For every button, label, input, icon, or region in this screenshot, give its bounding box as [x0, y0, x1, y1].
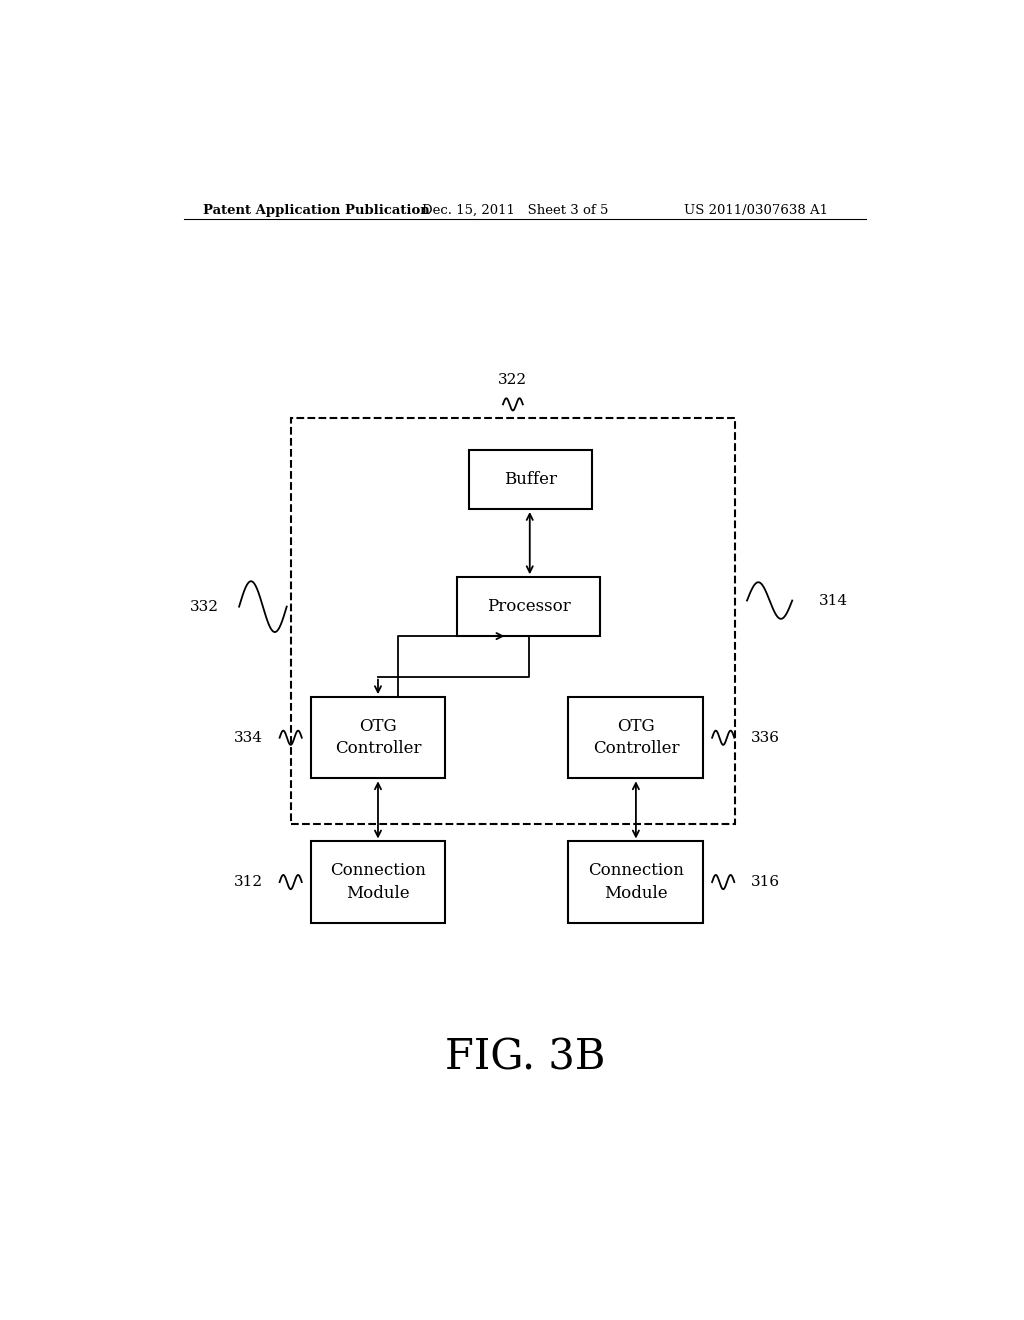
Text: 316: 316 — [751, 875, 780, 890]
Bar — [310, 841, 445, 923]
Text: 332: 332 — [190, 599, 219, 614]
Text: OTG
Controller: OTG Controller — [335, 718, 421, 758]
Text: FIG. 3B: FIG. 3B — [444, 1038, 605, 1078]
Text: Connection
Module: Connection Module — [588, 862, 684, 902]
Text: Connection
Module: Connection Module — [330, 862, 426, 902]
Text: 334: 334 — [233, 731, 263, 744]
Text: 312: 312 — [233, 875, 263, 890]
Text: Buffer: Buffer — [504, 471, 557, 488]
Text: US 2011/0307638 A1: US 2011/0307638 A1 — [684, 205, 827, 216]
Text: 322: 322 — [499, 374, 527, 387]
Bar — [291, 417, 735, 824]
Text: Patent Application Publication: Patent Application Publication — [204, 205, 430, 216]
Text: Processor: Processor — [486, 598, 570, 615]
Bar — [458, 577, 600, 636]
Bar — [469, 450, 592, 510]
Text: Dec. 15, 2011   Sheet 3 of 5: Dec. 15, 2011 Sheet 3 of 5 — [422, 205, 608, 216]
Text: 336: 336 — [751, 731, 780, 744]
Text: 314: 314 — [818, 594, 848, 607]
Bar — [568, 697, 703, 779]
Bar — [310, 697, 445, 779]
Text: OTG
Controller: OTG Controller — [593, 718, 679, 758]
Bar — [568, 841, 703, 923]
